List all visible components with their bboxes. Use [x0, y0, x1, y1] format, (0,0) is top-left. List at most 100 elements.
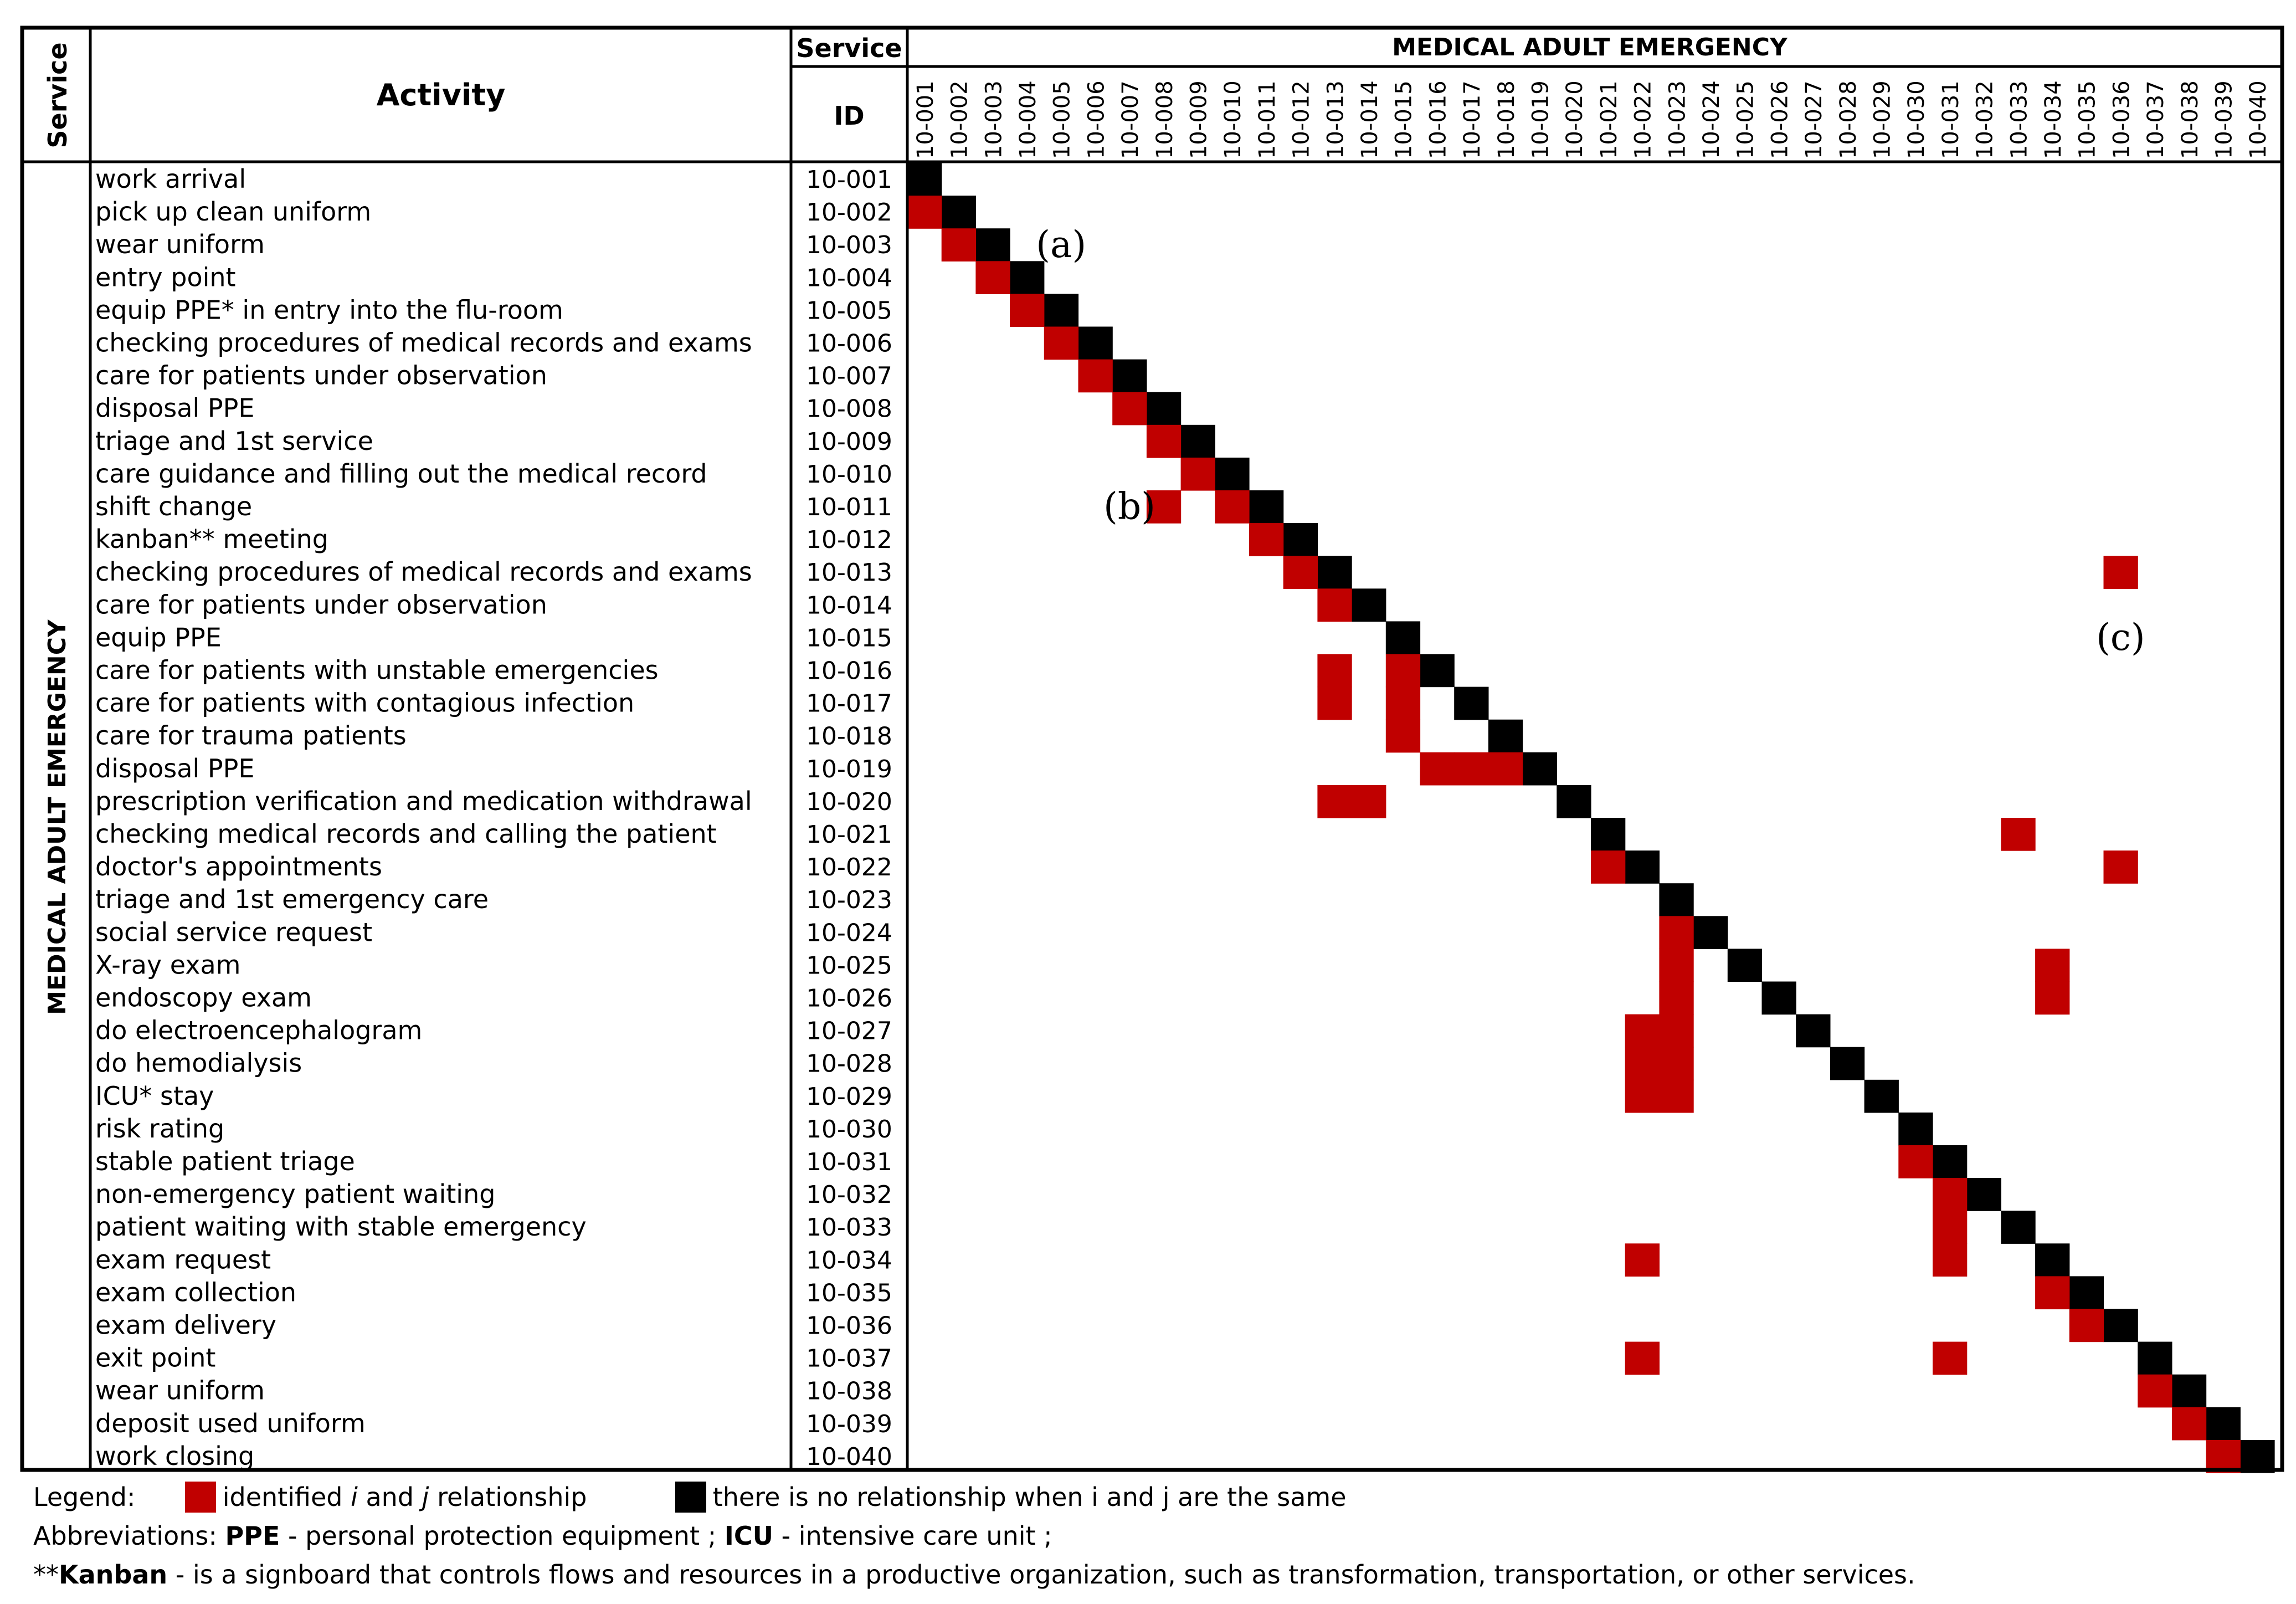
annotation-label: (c): [2096, 616, 2145, 659]
relationship-cell: [1044, 326, 1079, 360]
column-label: 10-011: [1255, 80, 1280, 159]
column-label: 10-036: [2109, 80, 2134, 159]
relationship-cell: [1249, 523, 1284, 556]
diagonal-cell: [1557, 785, 1591, 818]
column-label: 10-018: [1494, 80, 1519, 159]
row-id-label: 10-039: [806, 1410, 892, 1438]
row-id-label: 10-020: [806, 788, 892, 816]
diagonal-cell: [1522, 752, 1557, 786]
relationship-cell: [1625, 1047, 1660, 1080]
diagonal-cell: [1420, 654, 1455, 688]
diagonal-cell: [1659, 883, 1694, 916]
diagonal-cell: [1830, 1047, 1865, 1080]
activity-label: checking procedures of medical records a…: [95, 557, 752, 587]
annotation-label: (a): [1036, 223, 1086, 266]
relationship-cell: [1146, 490, 1182, 524]
relationship-cell: [1454, 752, 1489, 786]
relationship-cell: [1933, 1178, 1968, 1211]
column-label: 10-004: [1015, 80, 1041, 159]
legend-relationship-text: identified i and j relationship: [222, 1482, 587, 1512]
activity-label: care for patients with unstable emergenc…: [95, 655, 659, 685]
relationship-cell: [2035, 1276, 2070, 1310]
row-id-label: 10-028: [806, 1050, 892, 1078]
activity-label: triage and 1st emergency care: [95, 884, 489, 914]
relationship-cell: [2138, 1374, 2172, 1408]
row-id-label: 10-024: [806, 919, 892, 947]
column-label: 10-016: [1425, 80, 1451, 159]
row-id-label: 10-016: [806, 657, 892, 685]
diagonal-cell: [975, 228, 1010, 262]
relationship-cell: [941, 228, 976, 262]
relationship-cell: [1385, 719, 1421, 753]
column-label: 10-021: [1596, 80, 1622, 159]
activity-label: deposit used uniform: [95, 1408, 366, 1438]
diagonal-cell: [1044, 294, 1079, 327]
relationship-cell: [2103, 556, 2138, 589]
row-id-label: 10-009: [806, 428, 892, 456]
diagonal-cell: [2035, 1243, 2070, 1277]
relationship-cell: [1215, 490, 1250, 524]
relationship-cell: [1659, 949, 1694, 982]
row-id-label: 10-026: [806, 985, 892, 1013]
relationship-cell: [1933, 1243, 1968, 1277]
diagonal-cell: [1693, 916, 1728, 949]
activity-label: do hemodialysis: [95, 1048, 302, 1078]
column-label: 10-024: [1699, 80, 1724, 159]
column-label: 10-010: [1220, 80, 1246, 159]
relationship-cell: [2171, 1407, 2207, 1441]
service-vertical-label: MEDICAL ADULT EMERGENCY: [43, 619, 71, 1015]
relationship-cell: [1317, 785, 1352, 818]
activity-label: disposal PPE: [95, 393, 254, 423]
activity-label: X-ray exam: [95, 950, 240, 980]
column-label: 10-020: [1562, 80, 1588, 159]
relationship-cell: [2035, 949, 2070, 982]
dsm-chart: Service Activity Service ID MEDICAL ADULT EM…: [20, 25, 2284, 1473]
column-label: 10-001: [913, 80, 938, 159]
activity-label: non-emergency patient waiting: [95, 1179, 495, 1209]
diagonal-cell: [2001, 1211, 2036, 1244]
relationship-cell: [1317, 686, 1352, 720]
legend-relationship-swatch: [184, 1482, 216, 1513]
row-id-label: 10-036: [806, 1312, 892, 1340]
activity-label: care for patients with contagious infect…: [95, 688, 634, 718]
column-label: 10-030: [1904, 80, 1929, 159]
diagonal-cell: [1146, 392, 1182, 426]
activity-label: risk rating: [95, 1114, 224, 1144]
diagonal-cell: [1591, 818, 1626, 851]
row-id-label: 10-027: [806, 1017, 892, 1046]
column-label: 10-012: [1289, 80, 1314, 159]
diagonal-cell: [1010, 261, 1045, 294]
row-id-label: 10-004: [806, 264, 892, 292]
row-id-label: 10-029: [806, 1083, 892, 1111]
activity-label: patient waiting with stable emergency: [95, 1212, 587, 1242]
activity-label: stable patient triage: [95, 1146, 355, 1176]
relationship-cell: [1659, 1079, 1694, 1113]
relationship-cell: [2103, 850, 2138, 884]
relationship-cell: [1625, 1243, 1660, 1277]
row-id-label: 10-034: [806, 1246, 892, 1274]
diagonal-cell: [2171, 1374, 2207, 1408]
row-id-label: 10-008: [806, 395, 892, 423]
row-id-label: 10-035: [806, 1279, 892, 1307]
activity-label: exam delivery: [95, 1310, 276, 1340]
id-header: ID: [834, 101, 864, 131]
relationship-cell: [907, 196, 942, 229]
activity-label: exit point: [95, 1343, 215, 1373]
relationship-cell: [2206, 1439, 2241, 1473]
diagonal-cell: [2069, 1276, 2104, 1310]
activity-label: work closing: [95, 1441, 254, 1471]
legend-label: Legend:: [33, 1482, 136, 1512]
relationship-cell: [2035, 981, 2070, 1015]
row-id-label: 10-012: [806, 526, 892, 554]
diagonal-cell: [2240, 1439, 2275, 1473]
column-label: 10-031: [1938, 80, 1964, 159]
diagonal-cell: [1625, 850, 1660, 884]
relationship-cell: [1625, 1341, 1660, 1375]
row-id-label: 10-030: [806, 1115, 892, 1144]
column-label: 10-025: [1733, 80, 1759, 159]
diagonal-cell: [907, 163, 942, 196]
activity-label: do electroencephalogram: [95, 1016, 422, 1046]
row-id-label: 10-006: [806, 330, 892, 358]
relationship-cell: [2069, 1309, 2104, 1342]
activity-label: care for patients under observation: [95, 361, 547, 391]
